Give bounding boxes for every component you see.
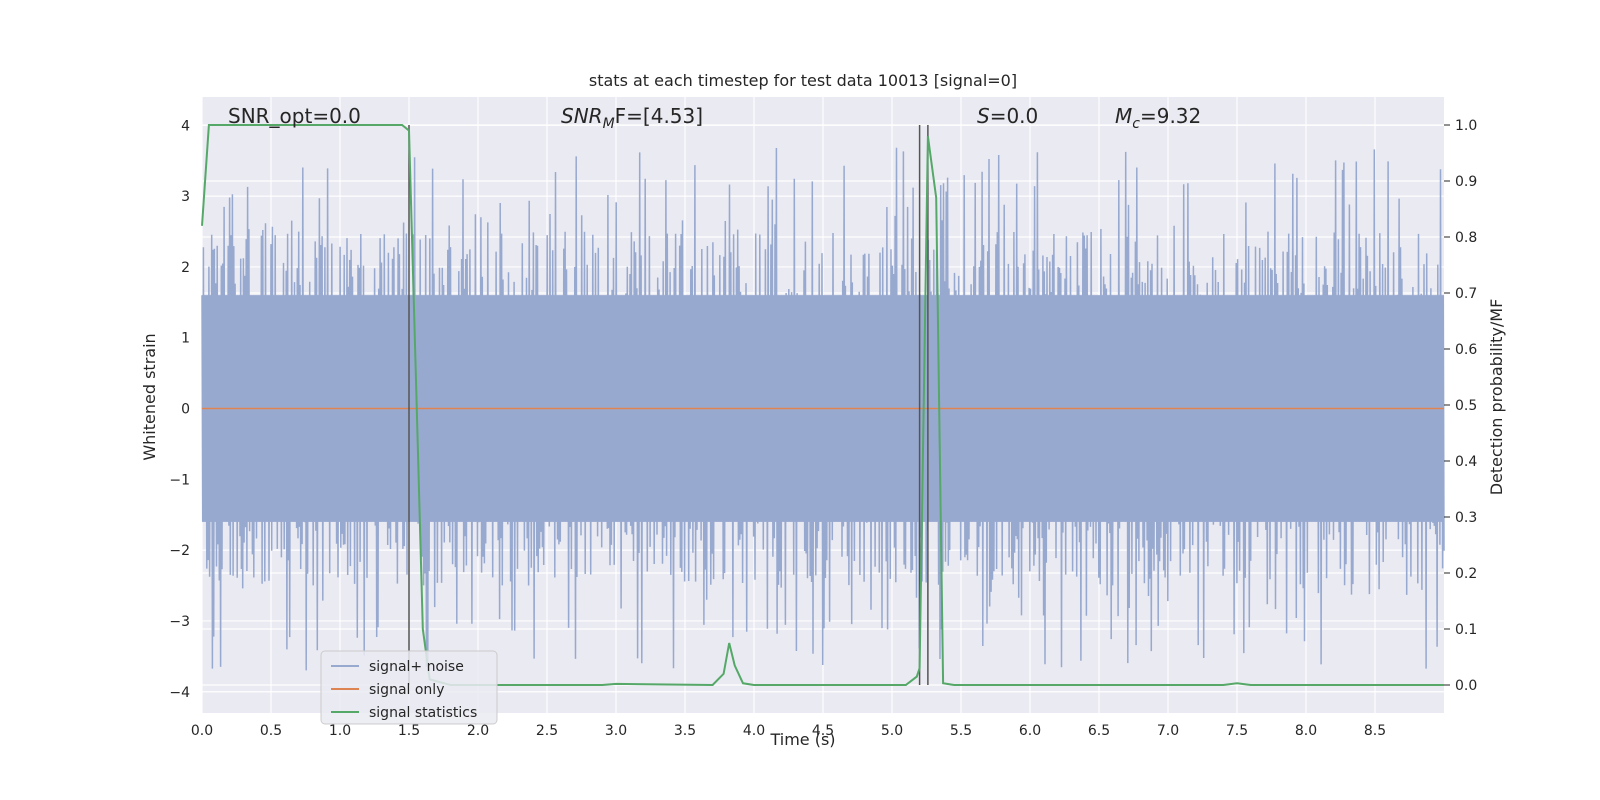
left-y-tick-label: 3 bbox=[181, 189, 190, 205]
x-tick-label: 2.0 bbox=[467, 723, 489, 739]
x-tick-label: 6.0 bbox=[1019, 723, 1041, 739]
left-y-tick-label: 1 bbox=[181, 331, 190, 347]
annotation-snr-mf-rest: F=[4.53] bbox=[615, 104, 703, 128]
x-tick-label: 5.5 bbox=[950, 723, 972, 739]
legend-entry-label: signal+ noise bbox=[369, 659, 464, 675]
right-y-tick-label: 1.0 bbox=[1455, 118, 1477, 134]
chart-title: stats at each timestep for test data 100… bbox=[589, 71, 1017, 90]
right-y-axis-ticks: 0.0 0.1 0.2 0.3 0.4 0.5 0.6 0.7 0.8 0.9 1.0 bbox=[1444, 118, 1477, 694]
signal-statistics-series bbox=[201, 124, 1444, 687]
legend: signal+ noise signal only signal statistic… bbox=[320, 650, 498, 725]
right-y-axis-label: Detection probability/MF bbox=[1487, 299, 1506, 496]
right-y-tick-label: 0.9 bbox=[1455, 174, 1477, 190]
left-y-tick-label: 2 bbox=[181, 260, 190, 276]
x-tick-label: 7.5 bbox=[1226, 723, 1248, 739]
x-tick-label: 1.0 bbox=[329, 723, 351, 739]
left-y-axis-ticks: −4 −3 −2 −1 0 1 2 3 4 bbox=[169, 118, 190, 700]
legend-box bbox=[320, 650, 498, 725]
annotation-mc-sub: c bbox=[1132, 116, 1140, 132]
x-axis-ticks: 0.0 0.5 1.0 1.5 2.0 2.5 3.0 3.5 4.0 4.5 5.0 5.5 6.0 6… bbox=[191, 723, 1386, 739]
right-y-tick-label: 0.4 bbox=[1455, 454, 1477, 470]
left-y-axis-label: Whitened strain bbox=[140, 333, 159, 460]
x-tick-label: 4.5 bbox=[812, 723, 834, 739]
left-y-tick-label: −2 bbox=[169, 543, 190, 559]
annotation-snr-opt: SNR_opt=0.0 bbox=[228, 104, 361, 128]
annotation-s: S=0.0 bbox=[977, 104, 1038, 128]
x-tick-label: 7.0 bbox=[1157, 723, 1179, 739]
right-y-tick-label: 0.2 bbox=[1455, 566, 1477, 582]
x-tick-label: 0.5 bbox=[260, 723, 282, 739]
signal-statistics-line bbox=[201, 124, 1444, 687]
x-tick-label: 0.0 bbox=[191, 723, 213, 739]
x-tick-label: 2.5 bbox=[536, 723, 558, 739]
left-y-tick-label: −4 bbox=[169, 685, 190, 701]
annotation-s-base: S bbox=[977, 104, 990, 128]
left-y-tick-label: 0 bbox=[181, 402, 190, 418]
annotation-snr-mf-sub: M bbox=[603, 116, 615, 132]
x-tick-label: 1.5 bbox=[398, 723, 420, 739]
right-y-tick-label: 0.6 bbox=[1455, 342, 1477, 358]
right-y-tick-label: 0.0 bbox=[1455, 678, 1477, 694]
annotation-mc: Mc=9.32 bbox=[1115, 104, 1201, 132]
legend-entry-label: signal statistics bbox=[369, 705, 477, 721]
x-tick-label: 5.0 bbox=[881, 723, 903, 739]
marker-lines bbox=[408, 125, 929, 685]
right-y-tick-label: 0.7 bbox=[1455, 286, 1477, 302]
x-tick-label: 3.0 bbox=[605, 723, 627, 739]
left-y-tick-label: 4 bbox=[181, 118, 190, 134]
legend-entry-label: signal only bbox=[369, 682, 444, 698]
right-y-tick-label: 0.1 bbox=[1455, 622, 1477, 638]
annotation-snr-mf-base: SNR bbox=[561, 104, 603, 128]
x-axis-label: Time (s) bbox=[769, 730, 835, 749]
x-tick-label: 8.5 bbox=[1364, 723, 1386, 739]
x-tick-label: 8.0 bbox=[1295, 723, 1317, 739]
x-tick-label: 4.0 bbox=[743, 723, 765, 739]
right-y-tick-label: 0.5 bbox=[1455, 398, 1477, 414]
right-y-tick-label: 0.3 bbox=[1455, 510, 1477, 526]
x-tick-label: 6.5 bbox=[1088, 723, 1110, 739]
x-tick-label: 3.5 bbox=[674, 723, 696, 739]
annotation-s-rest: =0.0 bbox=[990, 104, 1039, 128]
left-y-tick-label: −3 bbox=[169, 614, 190, 630]
annotation-mc-rest: =9.32 bbox=[1140, 104, 1201, 128]
annotation-snr-mf: SNRMF=[4.53] bbox=[561, 104, 703, 132]
right-y-tick-label: 0.8 bbox=[1455, 230, 1477, 246]
annotation-mc-base: M bbox=[1115, 104, 1132, 128]
left-y-tick-label: −1 bbox=[169, 472, 190, 488]
